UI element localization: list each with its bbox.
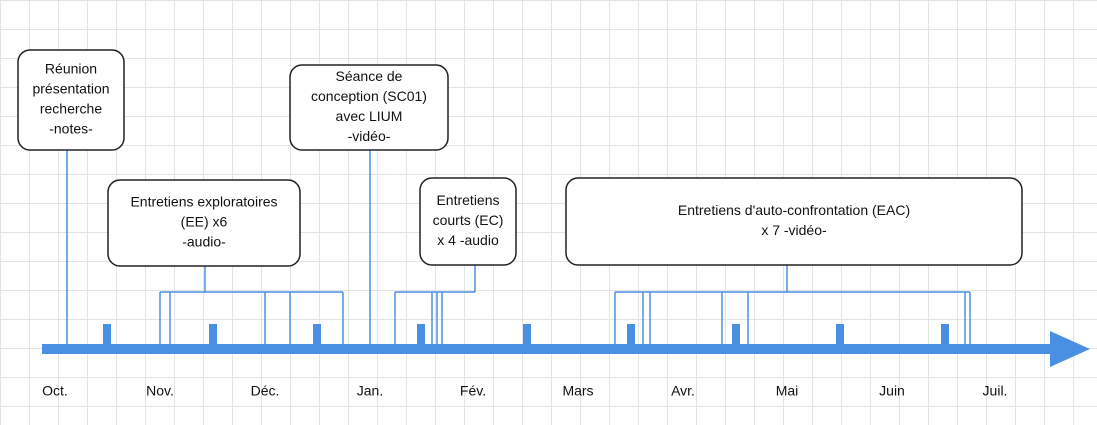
event-box <box>289 64 449 151</box>
event-box <box>107 179 301 267</box>
event-text: présentation <box>32 81 109 97</box>
tick <box>523 324 531 346</box>
event-text: -notes- <box>49 121 93 137</box>
month-label: Oct. <box>42 383 68 399</box>
tick <box>417 324 425 346</box>
month-label: Avr. <box>671 383 695 399</box>
event-text: Entretiens exploratoires <box>130 194 277 210</box>
tick <box>313 324 321 346</box>
event-text: (EE) x6 <box>181 214 228 230</box>
event-box <box>17 49 125 151</box>
event-text: -audio- <box>182 234 226 250</box>
event-text: recherche <box>40 101 102 117</box>
event-text: Séance de <box>336 68 403 84</box>
month-label: Fév. <box>460 383 486 399</box>
month-label: Mars <box>562 383 593 399</box>
month-label: Nov. <box>146 383 174 399</box>
event-box <box>419 177 517 266</box>
month-label: Juin <box>879 383 905 399</box>
month-label: Jan. <box>357 383 383 399</box>
tick <box>103 324 111 346</box>
event-text: -vidéo- <box>348 128 391 144</box>
month-label: Mai <box>776 383 799 399</box>
tick <box>941 324 949 346</box>
event-text: avec LIUM <box>336 108 403 124</box>
event-text: Entretiens d'auto-confrontation (EAC) <box>678 202 910 218</box>
tick <box>209 324 217 346</box>
tick <box>836 324 844 346</box>
tick <box>627 324 635 346</box>
event-text: conception (SC01) <box>311 88 427 104</box>
event-text: Entretiens <box>436 192 499 208</box>
event-text: Réunion <box>45 61 97 77</box>
event-text: x 4 -audio <box>437 232 499 248</box>
event-text: x 7 -vidéo- <box>761 222 827 238</box>
tick <box>732 324 740 346</box>
event-text: courts (EC) <box>433 212 504 228</box>
axis <box>42 344 1062 354</box>
month-label: Déc. <box>251 383 280 399</box>
event-box <box>565 177 1023 266</box>
month-label: Juil. <box>983 383 1008 399</box>
axis-arrow <box>1050 331 1090 367</box>
